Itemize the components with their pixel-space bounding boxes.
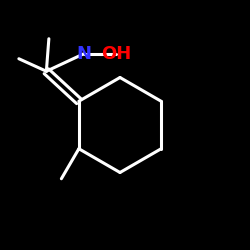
Text: OH: OH	[101, 45, 132, 63]
Text: N: N	[76, 45, 91, 63]
